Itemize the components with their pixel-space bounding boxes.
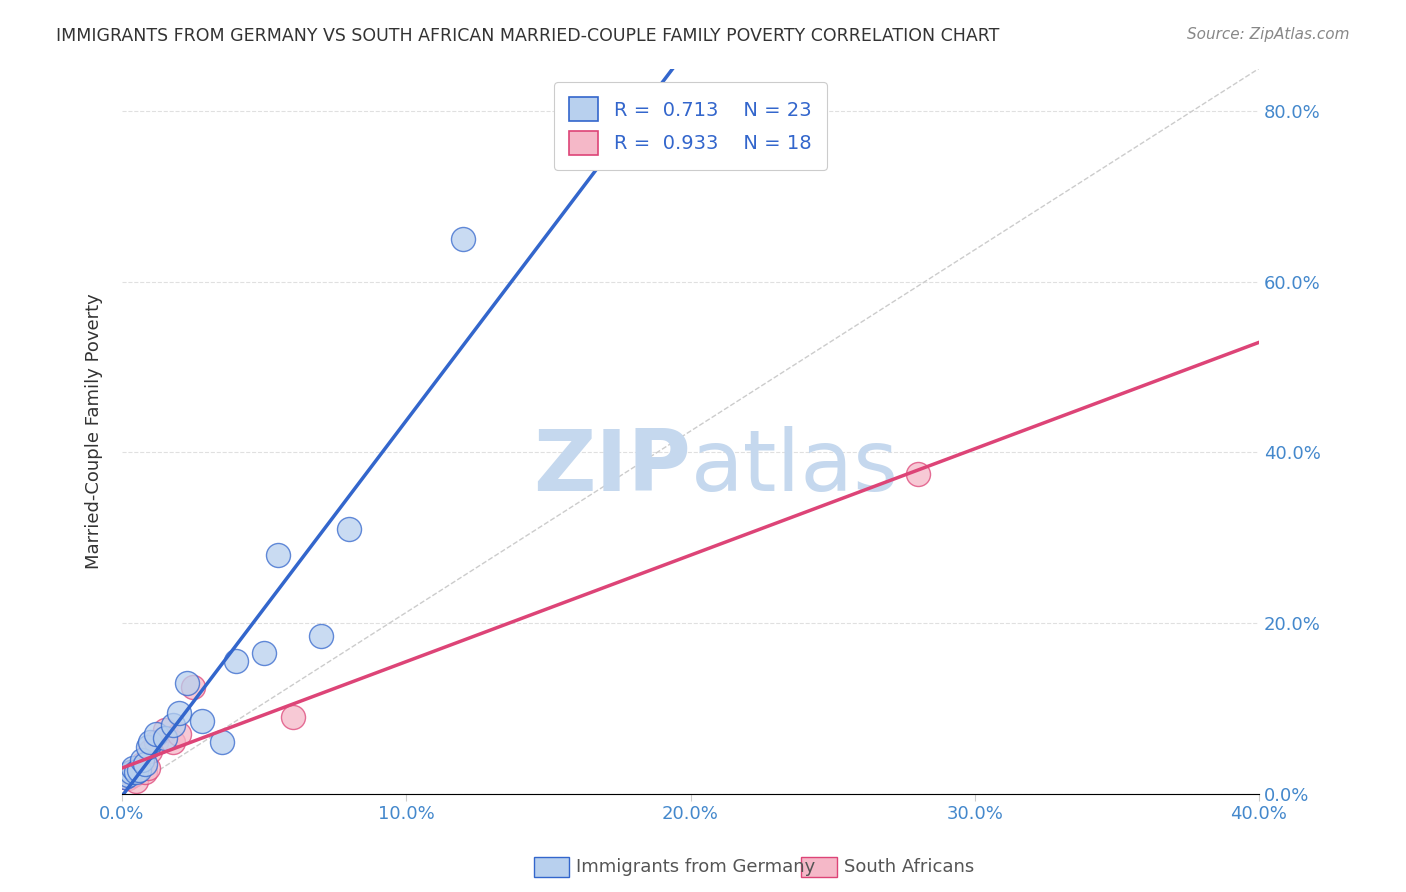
Point xyxy=(339,522,361,536)
Point xyxy=(125,765,148,780)
Point xyxy=(153,723,176,737)
Point xyxy=(134,765,156,780)
Text: atlas: atlas xyxy=(690,425,898,508)
Text: Immigrants from Germany: Immigrants from Germany xyxy=(576,858,815,876)
Legend: R =  0.713    N = 23, R =  0.933    N = 18: R = 0.713 N = 23, R = 0.933 N = 18 xyxy=(554,82,827,170)
Point xyxy=(136,761,159,775)
Point xyxy=(134,756,156,771)
Point xyxy=(190,714,212,728)
Text: Source: ZipAtlas.com: Source: ZipAtlas.com xyxy=(1187,27,1350,42)
Point xyxy=(125,773,148,788)
Point xyxy=(281,710,304,724)
Point xyxy=(451,232,474,246)
Point xyxy=(131,756,153,771)
Point xyxy=(225,655,247,669)
Point xyxy=(120,765,142,780)
Point xyxy=(128,763,150,777)
Point xyxy=(114,770,136,784)
Point xyxy=(139,735,162,749)
Point xyxy=(125,763,148,777)
Text: IMMIGRANTS FROM GERMANY VS SOUTH AFRICAN MARRIED-COUPLE FAMILY POVERTY CORRELATI: IMMIGRANTS FROM GERMANY VS SOUTH AFRICAN… xyxy=(56,27,1000,45)
Point xyxy=(153,731,176,746)
Point xyxy=(253,646,276,660)
Point xyxy=(267,548,290,562)
Point xyxy=(167,706,190,720)
Point xyxy=(211,735,233,749)
Point xyxy=(309,629,332,643)
Y-axis label: Married-Couple Family Poverty: Married-Couple Family Poverty xyxy=(86,293,103,569)
Point xyxy=(162,718,184,732)
Point xyxy=(181,680,204,694)
Point xyxy=(145,735,167,749)
Text: South Africans: South Africans xyxy=(844,858,974,876)
Point xyxy=(114,770,136,784)
Point xyxy=(145,727,167,741)
Point xyxy=(907,467,929,481)
Point xyxy=(122,761,145,775)
Point xyxy=(167,727,190,741)
Point xyxy=(176,675,198,690)
Point xyxy=(139,744,162,758)
Point xyxy=(120,765,142,780)
Point xyxy=(117,772,139,786)
Point xyxy=(117,768,139,782)
Point xyxy=(136,739,159,754)
Point xyxy=(128,761,150,775)
Point xyxy=(162,735,184,749)
Point xyxy=(122,768,145,782)
Text: ZIP: ZIP xyxy=(533,425,690,508)
Point xyxy=(131,753,153,767)
